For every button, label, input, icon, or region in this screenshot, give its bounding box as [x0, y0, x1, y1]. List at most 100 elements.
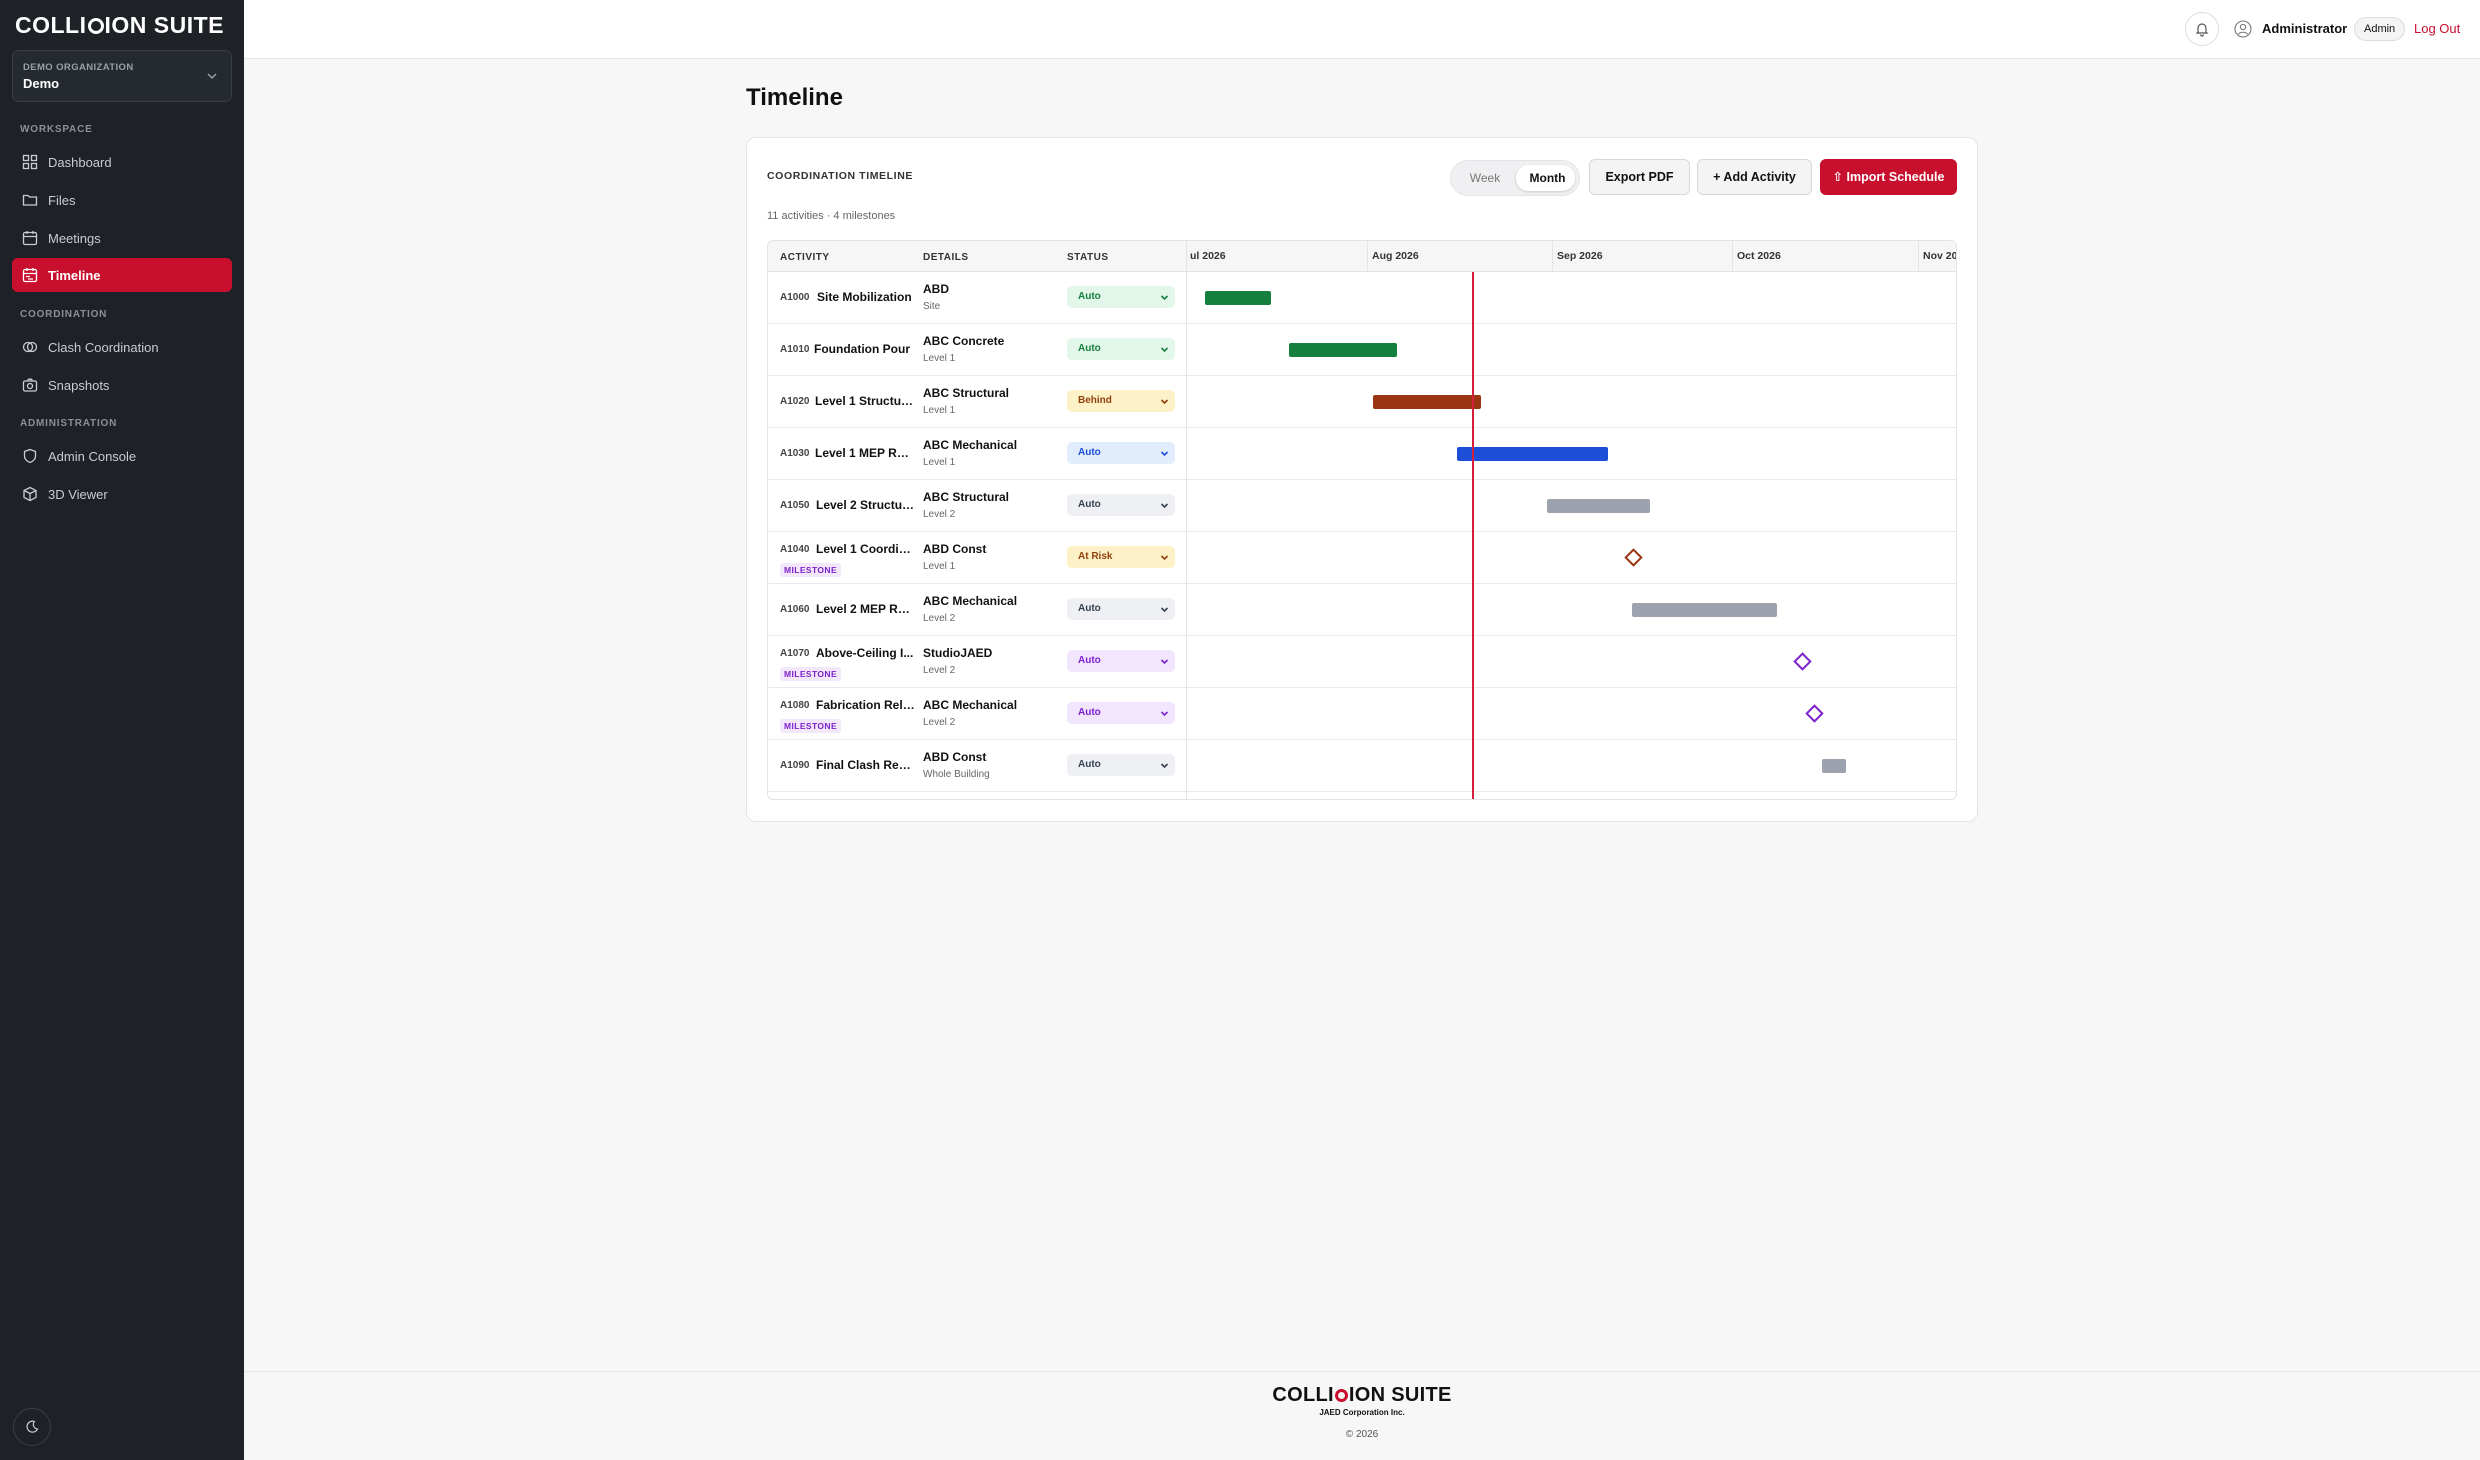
milestone-marker[interactable] — [1624, 548, 1643, 567]
activity-organization: ABC Mechanical — [923, 698, 1018, 712]
bell-icon — [2195, 23, 2209, 37]
status-select[interactable]: Auto — [1067, 754, 1175, 776]
folder-icon — [22, 194, 38, 206]
user-name: Administrator — [2262, 21, 2348, 36]
gantt-bar[interactable] — [1632, 603, 1777, 617]
organization-label: DEMO ORGANIZATION — [23, 62, 134, 73]
status-select[interactable]: Auto — [1067, 598, 1175, 620]
gantt-bar[interactable] — [1205, 291, 1271, 305]
calendar-icon — [22, 231, 38, 246]
milestone-badge: MILESTONE — [780, 563, 842, 577]
view-month-option[interactable]: Month — [1515, 165, 1575, 191]
dashboard-icon — [22, 154, 38, 170]
activity-name: Level 1 Structura... — [815, 394, 915, 408]
status-select[interactable]: Auto — [1067, 442, 1175, 464]
organization-name: Demo — [23, 76, 60, 91]
gantt-bar[interactable] — [1457, 447, 1608, 461]
gantt-bar[interactable] — [1547, 499, 1650, 513]
notifications-button[interactable] — [2185, 12, 2219, 46]
sidebar-item-files[interactable]: Files — [12, 183, 232, 217]
activity-name: Fabrication Rele... — [816, 698, 916, 712]
month-label: Nov 20 — [1918, 241, 1956, 272]
activity-organization: ABC Structural — [923, 490, 1010, 504]
sidebar-item-clash-coordination[interactable]: Clash Coordination — [12, 330, 232, 364]
sidebar-item-label: Clash Coordination — [48, 339, 159, 355]
gantt-bar[interactable] — [1373, 395, 1481, 409]
table-row[interactable]: A1060 Level 2 MEP Rou... ABC Mechanical … — [768, 584, 1956, 636]
section-administration: ADMINISTRATION — [20, 418, 118, 429]
table-row[interactable]: A1030 Level 1 MEP Roug... ABC Mechanical… — [768, 428, 1956, 480]
table-row[interactable]: A1010 Foundation Pour ABC Concrete Level… — [768, 324, 1956, 376]
status-select[interactable]: Auto — [1067, 338, 1175, 360]
add-activity-button[interactable]: + Add Activity — [1697, 159, 1812, 195]
status-value: Auto — [1078, 603, 1101, 614]
sidebar-item-dashboard[interactable]: Dashboard — [12, 145, 232, 179]
activity-id: A1080 — [780, 700, 810, 711]
today-marker — [1472, 272, 1474, 799]
status-value: Auto — [1078, 655, 1101, 666]
table-row[interactable]: A1050 Level 2 Structur... ABC Structural… — [768, 480, 1956, 532]
activity-id: A1030 — [780, 448, 810, 459]
chevron-down-icon — [1160, 295, 1169, 301]
table-row[interactable]: A1020 Level 1 Structura... ABC Structura… — [768, 376, 1956, 428]
sidebar-item-label: 3D Viewer — [48, 486, 108, 502]
table-row[interactable]: A1000 Site Mobilization ABD Site Auto — [768, 272, 1956, 324]
sidebar-item-snapshots[interactable]: Snapshots — [12, 368, 232, 402]
status-select[interactable]: Auto — [1067, 286, 1175, 308]
activity-name: Above-Ceiling I... — [816, 646, 914, 660]
status-value: Auto — [1078, 447, 1101, 458]
month-label: Oct 2026 — [1732, 241, 1918, 272]
chevron-down-icon — [1160, 763, 1169, 769]
theme-toggle-button[interactable] — [13, 1408, 51, 1446]
chevron-down-icon — [1160, 347, 1169, 353]
export-pdf-button[interactable]: Export PDF — [1589, 159, 1690, 195]
gantt-bar[interactable] — [1822, 759, 1846, 773]
table-row[interactable]: A1080 Fabrication Rele... MILESTONE ABC … — [768, 688, 1956, 740]
status-select[interactable]: Auto — [1067, 494, 1175, 516]
status-select[interactable]: Auto — [1067, 650, 1175, 672]
organization-selector[interactable]: DEMO ORGANIZATION Demo — [12, 50, 232, 102]
activity-location: Level 1 — [923, 457, 956, 468]
gantt-bar[interactable] — [1289, 343, 1397, 357]
activity-location: Level 1 — [923, 405, 956, 416]
section-coordination: COORDINATION — [20, 309, 108, 320]
status-select[interactable]: Behind — [1067, 390, 1175, 412]
view-week-option[interactable]: Week — [1469, 171, 1501, 185]
milestone-marker[interactable] — [1805, 704, 1824, 723]
table-row[interactable]: A1090 Final Clash Revi... ABD Const Whol… — [768, 740, 1956, 792]
activity-organization: ABD — [923, 282, 949, 296]
activity-name: Level 2 MEP Rou... — [816, 602, 916, 616]
section-workspace: WORKSPACE — [20, 124, 93, 135]
month-label: Aug 2026 — [1367, 241, 1552, 272]
sidebar-item-3d-viewer[interactable]: 3D Viewer — [12, 477, 232, 511]
sidebar-item-label: Dashboard — [48, 154, 112, 170]
activity-id: A1000 — [780, 292, 810, 303]
table-row[interactable]: A1070 Above-Ceiling I... MILESTONE Studi… — [768, 636, 1956, 688]
milestone-marker[interactable] — [1793, 652, 1812, 671]
activity-location: Level 2 — [923, 509, 956, 520]
chevron-down-icon — [207, 73, 217, 80]
logout-link[interactable]: Log Out — [2414, 21, 2461, 36]
sidebar-item-timeline[interactable]: Timeline — [12, 258, 232, 292]
sidebar: COLLI ION SUITE DEMO ORGANIZATION Demo WO… — [0, 0, 244, 1460]
import-schedule-button[interactable]: ⇧ Import Schedule — [1820, 159, 1957, 195]
sidebar-item-label: Files — [48, 192, 76, 208]
status-value: Behind — [1078, 395, 1112, 406]
table-row[interactable]: A1040 Level 1 Coordina... MILESTONE ABD … — [768, 532, 1956, 584]
activity-id: A1060 — [780, 604, 810, 615]
activity-id: A1090 — [780, 760, 810, 771]
page-title: Timeline — [746, 84, 843, 111]
sidebar-item-meetings[interactable]: Meetings — [12, 221, 232, 255]
sidebar-item-admin-console[interactable]: Admin Console — [12, 439, 232, 473]
sidebar-item-label: Admin Console — [48, 448, 137, 464]
status-select[interactable]: At Risk — [1067, 546, 1175, 568]
activity-organization: ABC Structural — [923, 386, 1010, 400]
gantt-table: ACTIVITY DETAILS STATUS ul 2026 Aug 2026… — [767, 240, 1957, 800]
footer: COLLI ION SUITE JAED Corporation Inc. © 2… — [244, 1371, 2480, 1460]
top-header: Administrator Admin Log Out — [244, 0, 2480, 59]
status-select[interactable]: Auto — [1067, 702, 1175, 724]
activity-id: A1020 — [780, 396, 810, 407]
header-status: STATUS — [1067, 252, 1109, 263]
activity-location: Site — [923, 301, 941, 312]
app-logo[interactable]: COLLI ION SUITE — [15, 12, 225, 38]
